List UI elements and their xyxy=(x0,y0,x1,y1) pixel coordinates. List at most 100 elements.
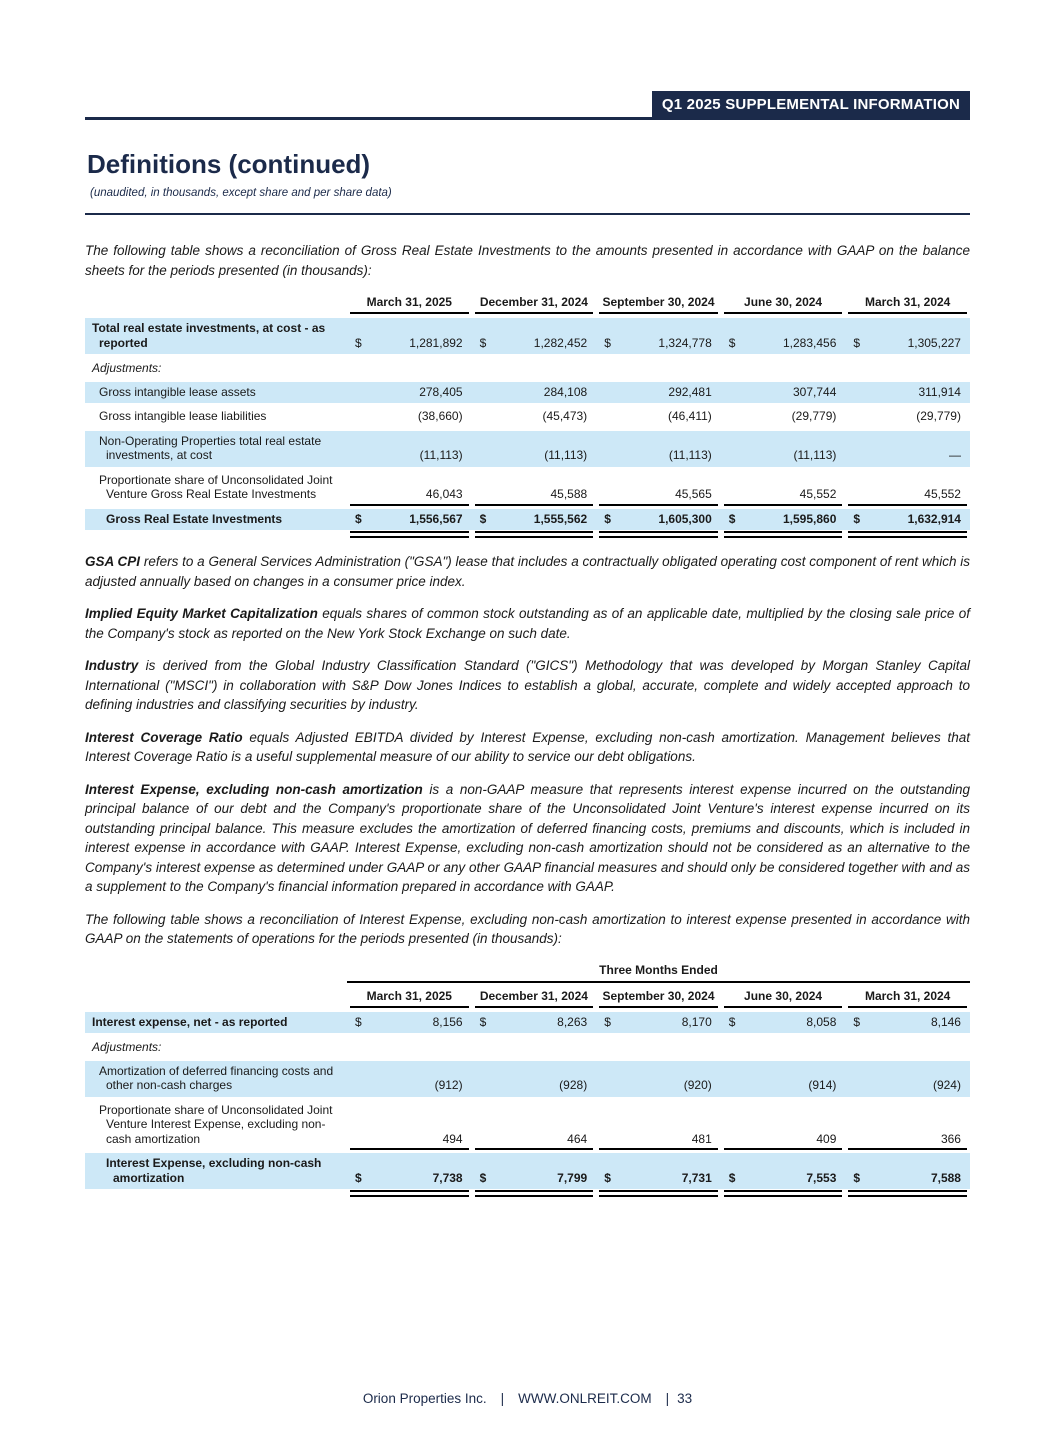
definition-text: equals Adjusted EBITDA divided by Intere… xyxy=(85,729,970,765)
cell-value: 46,043 xyxy=(425,487,463,501)
definitions: GSA CPI refers to a General Services Adm… xyxy=(85,552,970,897)
row-label: Non-Operating Properties total real esta… xyxy=(99,433,322,463)
page-title: Definitions (continued) xyxy=(87,149,371,179)
table-row: Interest expense, net - as reported $8,15… xyxy=(85,1011,970,1034)
double-rule-row xyxy=(85,530,970,538)
table-row: Adjustments: xyxy=(85,1036,970,1058)
table-row: Proportionate share of Unconsolidated Jo… xyxy=(85,1100,970,1151)
dollar-sign: $ xyxy=(853,1170,861,1185)
cell: 307,744 xyxy=(721,382,846,404)
column-header: March 31, 2024 xyxy=(845,295,970,314)
definition-text: refers to a General Services Administrat… xyxy=(85,554,970,589)
cell: $8,170 xyxy=(596,1012,721,1034)
table-row: Amortization of deferred financing costs… xyxy=(85,1060,970,1097)
row-label: Total real estate investments, at cost -… xyxy=(92,321,326,350)
dollar-sign: $ xyxy=(604,511,611,526)
definition-term: Implied Equity Market Capitalization xyxy=(85,606,318,621)
cell: (924) xyxy=(845,1075,970,1097)
double-rule xyxy=(845,530,970,538)
cell: (920) xyxy=(596,1075,721,1097)
cell: (29,779) xyxy=(845,406,970,428)
cell-value: 45,552 xyxy=(924,487,961,501)
cell-value: (11,113) xyxy=(668,448,712,462)
cell: $8,058 xyxy=(721,1012,846,1034)
cell-value: (924) xyxy=(932,1078,961,1092)
cell-value: 1,632,914 xyxy=(907,511,961,526)
cell-value: 464 xyxy=(567,1131,588,1146)
dollar-sign: $ xyxy=(479,1170,487,1185)
row-label: Proportionate share of Unconsolidated Jo… xyxy=(99,1102,333,1146)
double-rule xyxy=(721,1189,846,1197)
title-rule xyxy=(85,213,970,215)
cell: 311,914 xyxy=(845,382,970,404)
double-rule xyxy=(347,530,472,538)
cell-value: 278,405 xyxy=(419,384,463,399)
dollar-sign: $ xyxy=(728,1170,736,1185)
cell: $1,605,300 xyxy=(596,509,721,531)
footer-company: Orion Properties Inc. xyxy=(362,1391,487,1406)
double-rule-spacer xyxy=(85,530,347,538)
cell: 481 xyxy=(596,1129,721,1151)
column-header: December 31, 2024 xyxy=(472,295,597,314)
cell: 464 xyxy=(472,1129,597,1151)
cell: (11,113) xyxy=(721,445,846,467)
cell-value: (912) xyxy=(434,1078,463,1092)
cell-value: (29,779) xyxy=(791,409,837,423)
cell-value: 7,588 xyxy=(930,1170,961,1185)
cell-value: 1,281,892 xyxy=(409,335,463,350)
column-header: June 30, 2024 xyxy=(721,295,846,314)
row-label: Interest Expense, excluding non-cash amo… xyxy=(106,1156,322,1185)
double-rule-row xyxy=(85,1189,970,1197)
table-header-row: March 31, 2025 December 31, 2024 September… xyxy=(85,989,970,1008)
double-rule xyxy=(596,1189,721,1197)
table-row: Proportionate share of Unconsolidated Jo… xyxy=(85,470,970,506)
cell-value: 1,605,300 xyxy=(658,511,712,526)
definition-paragraph: GSA CPI refers to a General Services Adm… xyxy=(85,552,970,591)
cell-value: (11,113) xyxy=(544,448,588,462)
table-group-header-row: Three Months Ended xyxy=(85,963,970,983)
column-header: September 30, 2024 xyxy=(596,989,721,1008)
column-header: June 30, 2024 xyxy=(721,989,846,1008)
cell: $8,146 xyxy=(845,1012,970,1034)
table-header-row: March 31, 2025 December 31, 2024 September… xyxy=(85,295,970,314)
dollar-sign: $ xyxy=(355,1170,362,1185)
column-header: March 31, 2024 xyxy=(845,989,970,1008)
cell-value: 1,595,860 xyxy=(782,511,837,526)
cell-value: 1,282,452 xyxy=(533,335,588,350)
cell: 278,405 xyxy=(347,382,472,404)
dollar-sign: $ xyxy=(479,1014,487,1029)
cell-value: (38,660) xyxy=(417,409,463,423)
cell-value: (45,473) xyxy=(542,409,588,423)
table-row: Gross intangible lease liabilities (38,66… xyxy=(85,406,970,428)
cell-value: 45,552 xyxy=(799,487,837,501)
double-rule xyxy=(721,530,846,538)
cell: $8,156 xyxy=(347,1012,472,1034)
row-label: Adjustments: xyxy=(92,361,162,375)
cell-value: (11,113) xyxy=(419,448,463,462)
row-label: Gross intangible lease assets xyxy=(99,384,256,399)
cell-value: 409 xyxy=(816,1131,837,1146)
definition-term: Interest Expense, excluding non-cash amo… xyxy=(85,781,423,797)
cell: 45,552 xyxy=(845,484,970,506)
cell-value: 8,146 xyxy=(930,1014,961,1029)
double-rule xyxy=(472,530,597,538)
cell: (914) xyxy=(721,1075,846,1097)
dollar-sign: $ xyxy=(604,1170,611,1185)
cell: $7,738 xyxy=(347,1168,472,1190)
page-footer: Orion Properties Inc. | WWW.ONLREIT.COM | 33 xyxy=(0,1391,1055,1406)
table-row: Gross Real Estate Investments $1,556,567 $… xyxy=(85,508,970,531)
dollar-sign: $ xyxy=(604,335,611,350)
cell: (11,113) xyxy=(596,445,721,467)
cell: $1,305,227 xyxy=(845,333,970,355)
cell: (46,411) xyxy=(596,406,721,428)
cell-value: 7,731 xyxy=(681,1170,712,1185)
row-label: Adjustments: xyxy=(92,1040,162,1054)
cell: $7,799 xyxy=(472,1168,597,1190)
cell: 409 xyxy=(721,1129,846,1151)
group-header-label: Three Months Ended xyxy=(347,963,970,983)
cell: $1,632,914 xyxy=(845,509,970,531)
double-rule xyxy=(472,1189,597,1197)
row-label: Gross Real Estate Investments xyxy=(106,511,283,526)
header-badge: Q1 2025 SUPPLEMENTAL INFORMATION xyxy=(651,91,970,117)
cell: 45,588 xyxy=(472,484,597,506)
